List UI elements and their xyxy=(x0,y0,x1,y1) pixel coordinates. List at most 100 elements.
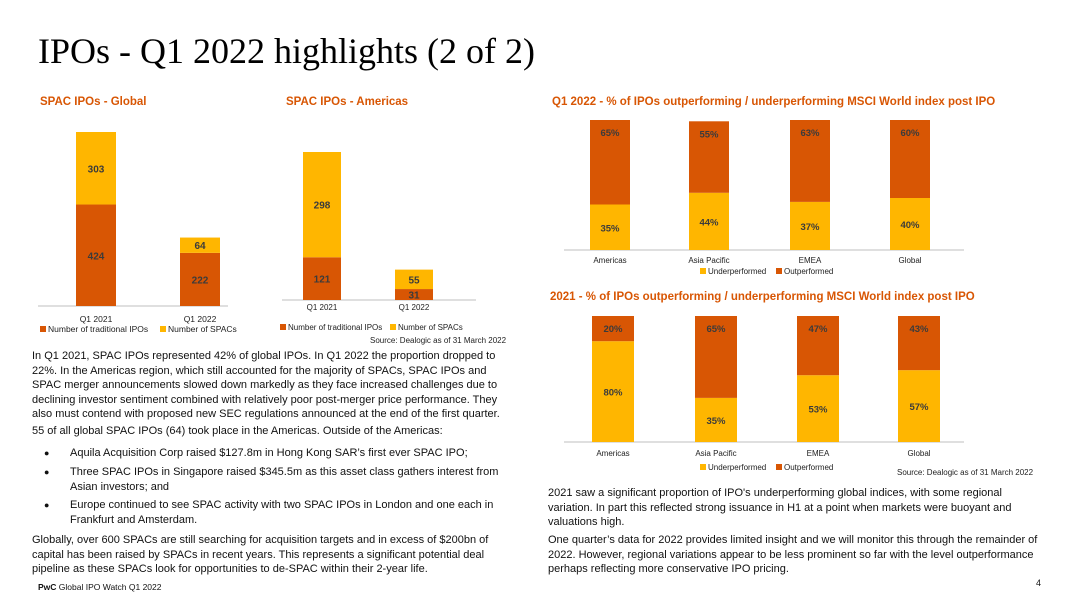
legend-swatch xyxy=(776,268,782,274)
chart-title-perf-q1-2022: Q1 2022 - % of IPOs outperforming / unde… xyxy=(552,96,996,108)
bar-perf_2021-0-0 xyxy=(592,341,634,442)
source-note-americas: Source: Dealogic as of 31 March 2022 xyxy=(370,336,507,345)
category-label: Q1 2022 xyxy=(184,314,217,324)
bullet-item: ● Aquila Acquisition Corp raised $127.8m… xyxy=(44,446,510,461)
bar-perf_q1_2022-1-1 xyxy=(689,121,729,193)
category-label: EMEA xyxy=(799,256,822,265)
bar-perf_q1_2022-0-3 xyxy=(890,198,930,250)
bar-spac_global-0-1 xyxy=(180,252,220,306)
chart-spac-americas: 121 298 Q1 2021 31 55 Q1 2022 Number of tradit… xyxy=(280,152,476,332)
bullet-text: Three SPAC IPOs in Singapore raised $345… xyxy=(70,466,499,493)
category-label: EMEA xyxy=(807,449,830,458)
data-label: 53% xyxy=(808,405,828,416)
bullet-dot: ● xyxy=(44,500,50,510)
data-label: 20% xyxy=(603,324,623,335)
legend-swatch xyxy=(40,326,46,332)
footer: PwC Global IPO Watch Q1 2022 xyxy=(38,582,161,592)
right-paragraph-2: One quarter’s data for 2022 provides lim… xyxy=(548,534,1038,575)
category-label: Asia Pacific xyxy=(688,256,729,265)
category-label: Global xyxy=(898,256,921,265)
bar-spac_global-1-1 xyxy=(180,237,220,253)
data-label: 55% xyxy=(699,129,719,140)
bullet-item: ● Europe continued to see SPAC activity … xyxy=(44,498,510,527)
chart-title-spac-americas: SPAC IPOs - Americas xyxy=(286,96,409,108)
bar-perf_2021-1-1 xyxy=(695,316,737,398)
data-label: 35% xyxy=(706,416,726,427)
data-label: 60% xyxy=(900,128,920,139)
page-number: 4 xyxy=(1036,578,1042,588)
data-label: 31 xyxy=(408,291,420,302)
left-paragraph-2: 55 of all global SPAC IPOs (64) took pla… xyxy=(32,425,443,437)
footer-brand: PwC xyxy=(38,582,57,592)
bar-perf_2021-1-2 xyxy=(797,316,839,376)
legend-label: Outperformed xyxy=(784,267,833,276)
chart-title-perf-2021: 2021 - % of IPOs outperforming / underpe… xyxy=(550,291,975,303)
bar-perf_2021-0-3 xyxy=(898,370,940,442)
legend-label: Number of SPACs xyxy=(168,324,237,334)
category-label: Q1 2022 xyxy=(399,303,430,312)
data-label: 63% xyxy=(800,128,820,139)
left-paragraph-3: Globally, over 600 SPACs are still searc… xyxy=(32,534,489,575)
bullet-dot: ● xyxy=(44,467,50,477)
legend-label: Number of SPACs xyxy=(398,323,463,332)
footer-text: Global IPO Watch Q1 2022 xyxy=(58,582,162,592)
data-label: 298 xyxy=(314,201,331,212)
bar-perf_q1_2022-1-2 xyxy=(790,120,830,202)
chart-perf-2021: 80% 20% Americas 35% 65% Asia Pacific 53% 47% EM… xyxy=(564,316,964,472)
bar-perf_q1_2022-1-0 xyxy=(590,120,630,205)
data-label: 222 xyxy=(192,275,209,286)
data-label: 80% xyxy=(603,388,623,399)
data-label: 121 xyxy=(314,275,331,286)
legend-label: Underperformed xyxy=(708,463,766,472)
legend-swatch xyxy=(700,268,706,274)
data-label: 57% xyxy=(909,402,929,413)
bullet-text: Aquila Acquisition Corp raised $127.8m i… xyxy=(70,447,468,459)
legend-label: Outperformed xyxy=(784,463,833,472)
bullet-dot: ● xyxy=(44,448,50,458)
legend-swatch xyxy=(776,464,782,470)
bar-perf_q1_2022-0-0 xyxy=(590,204,630,250)
chart-title-spac-global: SPAC IPOs - Global xyxy=(40,96,147,108)
data-label: 37% xyxy=(800,222,820,233)
data-label: 35% xyxy=(600,223,620,234)
data-label: 303 xyxy=(88,164,105,175)
bar-perf_q1_2022-0-1 xyxy=(689,192,729,250)
bar-perf_2021-0-2 xyxy=(797,375,839,442)
page-title: IPOs - Q1 2022 highlights (2 of 2) xyxy=(38,31,535,71)
data-label: 64 xyxy=(194,241,206,252)
legend-label: Number of traditional IPOs xyxy=(288,323,382,332)
data-label: 65% xyxy=(706,324,726,335)
legend-swatch xyxy=(390,324,396,330)
data-label: 44% xyxy=(699,217,719,228)
bar-spac_global-1-0 xyxy=(76,132,116,205)
category-label: Americas xyxy=(596,449,629,458)
bar-perf_2021-1-0 xyxy=(592,316,634,342)
legend-label: Number of traditional IPOs xyxy=(48,324,148,334)
left-paragraph-1: In Q1 2021, SPAC IPOs represented 42% of… xyxy=(32,350,500,420)
legend-swatch xyxy=(700,464,706,470)
chart-perf-q1-2022: 35% 65% Americas 44% 55% Asia Pacific 37% 63% EM… xyxy=(564,120,964,276)
source-note-performance: Source: Dealogic as of 31 March 2022 xyxy=(897,468,1034,477)
category-label: Q1 2021 xyxy=(307,303,338,312)
category-label: Global xyxy=(907,449,930,458)
bar-spac_americas-0-1 xyxy=(395,289,433,300)
data-label: 65% xyxy=(600,128,620,139)
legend-swatch xyxy=(280,324,286,330)
category-label: Americas xyxy=(593,256,626,265)
data-label: 40% xyxy=(900,220,920,231)
bar-perf_q1_2022-1-3 xyxy=(890,120,930,198)
chart-spac-global: 424 303 Q1 2021 222 64 Q1 2022 Number of tradi… xyxy=(38,132,237,334)
category-label: Q1 2021 xyxy=(80,314,113,324)
bar-spac_americas-0-0 xyxy=(303,257,341,300)
bullet-item: ● Three SPAC IPOs in Singapore raised $3… xyxy=(44,465,510,494)
data-label: 43% xyxy=(909,324,929,335)
bar-perf_2021-1-3 xyxy=(898,316,940,371)
bar-perf_q1_2022-0-2 xyxy=(790,201,830,250)
category-label: Asia Pacific xyxy=(695,449,736,458)
bar-perf_2021-0-1 xyxy=(695,397,737,442)
legend-label: Underperformed xyxy=(708,267,766,276)
right-paragraph-1: 2021 saw a significant proportion of IPO… xyxy=(548,487,1012,528)
bar-spac_americas-1-1 xyxy=(395,269,433,290)
bullet-text: Europe continued to see SPAC activity wi… xyxy=(70,499,494,526)
bar-spac_global-0-0 xyxy=(76,204,116,306)
